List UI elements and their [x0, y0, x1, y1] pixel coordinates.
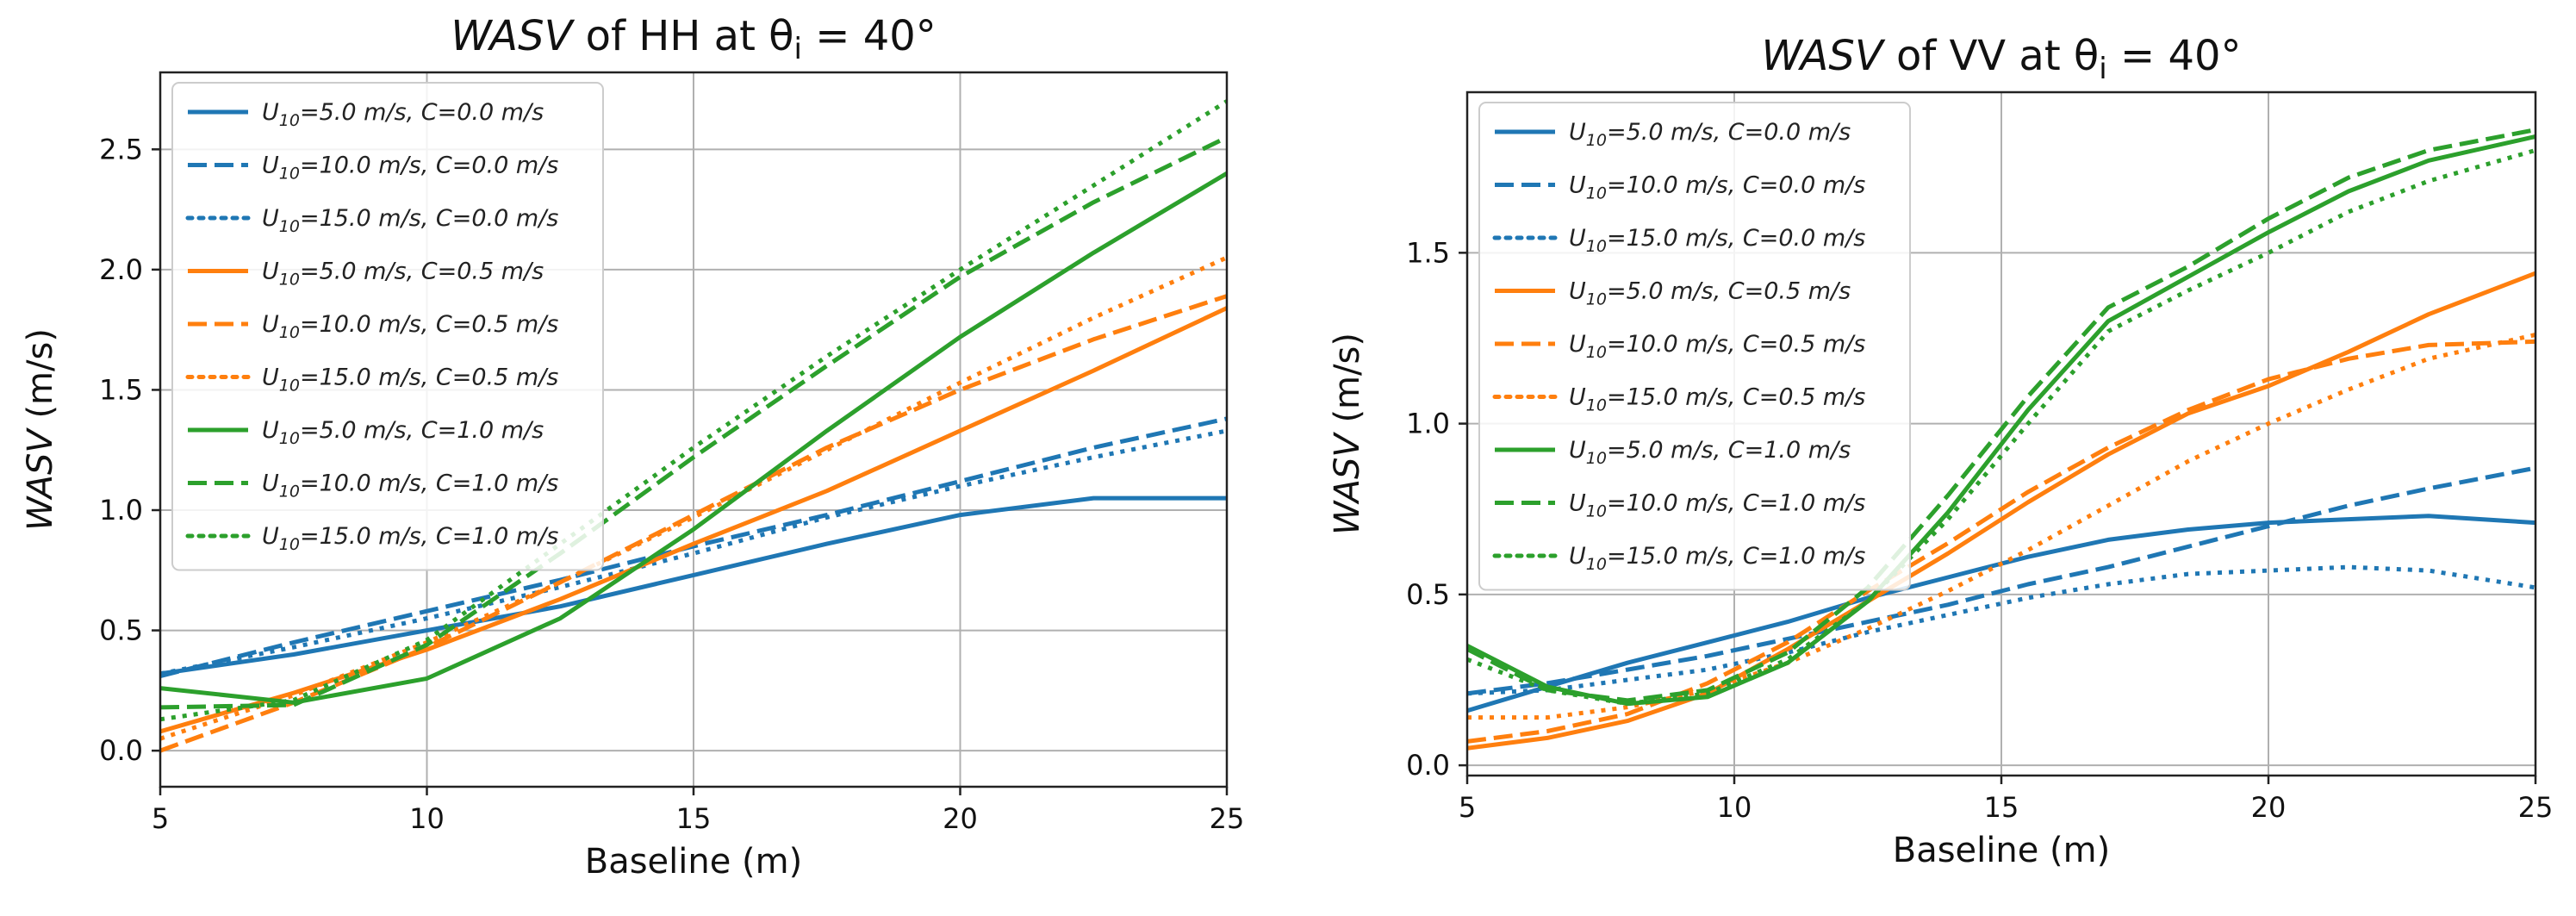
vv-x-tick-label: 20: [2251, 791, 2287, 824]
legend-box: [1478, 102, 1911, 591]
vv-x-tick-label: 15: [1984, 791, 2019, 824]
vv-y-tick-label: 1.5: [1406, 236, 1450, 269]
vv-series-line-2: [1467, 564, 2536, 696]
vv-x-tick-label: 5: [1459, 791, 1476, 824]
hh-series-line-7: [160, 135, 1227, 710]
vv-y-tick-label: 0.5: [1406, 578, 1450, 611]
legend-label: U10=10.0 m/s, C=1.0 m/s: [1569, 490, 1865, 521]
vv-y-axis-label: WASV (m/s): [1328, 333, 1367, 535]
legend-box: [171, 82, 604, 571]
hh-series-line-5: [160, 255, 1227, 741]
hh-y-tick-label: 2.0: [99, 253, 143, 286]
legend-label: U10=10.0 m/s, C=0.5 m/s: [1569, 331, 1865, 362]
hh-series-line-4: [160, 294, 1227, 753]
vv-x-tick-label: 25: [2518, 791, 2554, 824]
legend-label: U10=5.0 m/s, C=0.0 m/s: [1569, 119, 1851, 150]
hh-series-group: [160, 99, 1227, 753]
vv-series-line-0: [1467, 514, 2536, 713]
vv-series-line-3: [1467, 271, 2536, 751]
legend-label: U10=10.0 m/s, C=0.0 m/s: [262, 153, 558, 184]
hh-x-tick-label: 20: [943, 802, 978, 835]
legend-label: U10=5.0 m/s, C=0.5 m/s: [1569, 278, 1851, 309]
legend-label: U10=10.0 m/s, C=0.0 m/s: [1569, 172, 1865, 203]
vv-chart-title: WASV of VV at θi = 40°: [1761, 32, 2241, 86]
hh-y-tick-label: 1.0: [99, 494, 143, 527]
hh-y-tick-label: 1.5: [99, 373, 143, 406]
legend-label: U10=10.0 m/s, C=1.0 m/s: [262, 470, 558, 502]
legend-label: U10=15.0 m/s, C=1.0 m/s: [262, 523, 558, 554]
vv-y-tick-label: 0.0: [1406, 749, 1450, 782]
hh-series-line-0: [160, 495, 1227, 676]
vv-x-axis-label: Baseline (m): [1893, 831, 2110, 870]
hh-x-tick-label: 25: [1210, 802, 1245, 835]
hh-y-tick-label: 0.5: [99, 614, 143, 647]
vv-series-line-7: [1467, 128, 2536, 703]
vv-y-tick-label: 1.0: [1406, 408, 1450, 440]
legend-label: U10=5.0 m/s, C=0.5 m/s: [262, 259, 544, 290]
vv-x-tick-label: 10: [1717, 791, 1752, 824]
hh-series-line-6: [160, 171, 1227, 705]
hh-y-tick-label: 0.0: [99, 734, 143, 767]
hh-chart-title: WASV of HH at θi = 40°: [451, 12, 936, 66]
legend-label: U10=5.0 m/s, C=1.0 m/s: [262, 417, 544, 448]
hh-chart-panel: 5 10 15 20 25 0.0 0.5 1.0 1.5 2.0 2.5 WASV of HH at…: [21, 12, 1244, 882]
hh-y-tick-label: 2.5: [99, 133, 143, 165]
hh-x-tick-label: 10: [409, 802, 445, 835]
legend-label: U10=5.0 m/s, C=1.0 m/s: [1569, 437, 1851, 468]
hh-x-tick-label: 15: [676, 802, 712, 835]
hh-series-line-1: [160, 416, 1227, 679]
hh-x-tick-label: 5: [152, 802, 169, 835]
hh-y-axis-label: WASV (m/s): [21, 328, 60, 531]
legend-label: U10=15.0 m/s, C=0.0 m/s: [1569, 225, 1865, 256]
vv-series-line-4: [1467, 339, 2536, 744]
hh-series-line-2: [160, 428, 1227, 676]
vv-legend: U10=5.0 m/s, C=0.0 m/s U10=10.0 m/s, C=0.…: [1478, 102, 1911, 591]
hh-x-axis-label: Baseline (m): [585, 842, 802, 882]
legend-label: U10=15.0 m/s, C=0.5 m/s: [262, 365, 558, 396]
vv-series-line-1: [1467, 465, 2536, 696]
vv-chart-panel: 5 10 15 20 25 0.0 0.5 1.0 1.5 WASV of VV at θi = …: [1328, 32, 2553, 870]
hh-series-line-8: [160, 99, 1227, 722]
vv-series-line-8: [1467, 147, 2536, 707]
hh-series-line-3: [160, 306, 1227, 734]
legend-label: U10=15.0 m/s, C=1.0 m/s: [1569, 543, 1865, 574]
legend-label: U10=5.0 m/s, C=0.0 m/s: [262, 99, 544, 130]
legend-label: U10=15.0 m/s, C=0.0 m/s: [262, 205, 558, 236]
hh-legend: U10=5.0 m/s, C=0.0 m/s U10=10.0 m/s, C=0.…: [171, 82, 604, 571]
legend-label: U10=15.0 m/s, C=0.5 m/s: [1569, 384, 1865, 415]
legend-label: U10=10.0 m/s, C=0.5 m/s: [262, 311, 558, 342]
vv-series-group: [1467, 128, 2536, 751]
